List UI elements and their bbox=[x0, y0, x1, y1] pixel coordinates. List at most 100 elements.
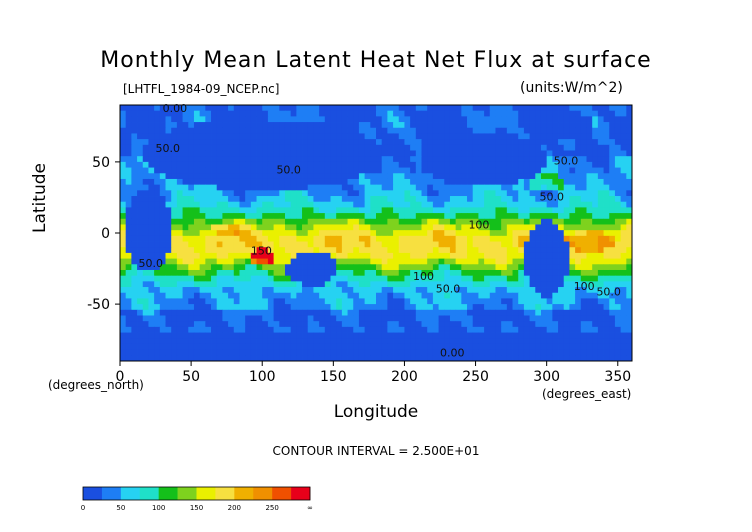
flux-cell bbox=[575, 332, 582, 339]
flux-cell bbox=[478, 321, 485, 328]
flux-cell bbox=[620, 343, 627, 351]
flux-cell bbox=[154, 173, 161, 180]
flux-cell bbox=[523, 269, 530, 277]
flux-cell bbox=[563, 116, 570, 123]
flux-cell bbox=[267, 196, 274, 203]
flux-cell bbox=[484, 224, 491, 231]
flux-cell bbox=[182, 332, 189, 339]
flux-cell bbox=[233, 264, 240, 271]
flux-cell bbox=[398, 338, 405, 345]
flux-cell bbox=[330, 139, 337, 146]
flux-cell bbox=[472, 309, 479, 316]
flux-cell bbox=[319, 349, 326, 356]
flux-cell bbox=[296, 252, 303, 259]
flux-cell bbox=[438, 110, 445, 117]
flux-cell bbox=[444, 355, 451, 361]
flux-cell bbox=[575, 269, 582, 277]
flux-cell bbox=[563, 110, 570, 117]
flux-cell bbox=[199, 258, 206, 265]
flux-cell bbox=[302, 338, 309, 345]
flux-cell bbox=[222, 269, 229, 277]
flux-cell bbox=[188, 122, 195, 129]
flux-cell bbox=[279, 213, 286, 220]
flux-cell bbox=[154, 213, 161, 220]
flux-cell bbox=[171, 161, 178, 168]
flux-cell bbox=[330, 258, 337, 265]
flux-cell bbox=[228, 355, 235, 361]
flux-cell bbox=[142, 167, 149, 174]
flux-cell bbox=[199, 184, 206, 191]
flux-cell bbox=[614, 173, 622, 180]
flux-cell bbox=[398, 213, 405, 220]
flux-cell bbox=[370, 315, 377, 322]
flux-cell bbox=[523, 184, 530, 191]
flux-cell bbox=[586, 349, 593, 356]
flux-cell bbox=[341, 252, 348, 259]
flux-cell bbox=[421, 139, 428, 146]
flux-cell bbox=[552, 338, 559, 345]
flux-cell bbox=[597, 161, 604, 168]
flux-cell bbox=[444, 252, 451, 259]
flux-cell bbox=[205, 275, 212, 282]
flux-cell bbox=[552, 332, 559, 339]
flux-cell bbox=[381, 349, 388, 356]
flux-cell bbox=[262, 139, 269, 146]
flux-cell bbox=[165, 127, 172, 134]
flux-cell bbox=[131, 122, 138, 129]
flux-cell bbox=[358, 252, 366, 259]
flux-cell bbox=[432, 116, 439, 123]
flux-cell bbox=[427, 338, 434, 345]
flux-cell bbox=[586, 218, 593, 225]
flux-cell bbox=[626, 258, 632, 265]
flux-cell bbox=[518, 258, 525, 265]
contour-label: 150 bbox=[251, 244, 272, 257]
flux-cell bbox=[376, 304, 383, 311]
flux-cell bbox=[523, 144, 530, 151]
flux-cell bbox=[376, 139, 383, 146]
flux-cell bbox=[171, 343, 178, 351]
flux-cell bbox=[404, 144, 411, 151]
flux-cell bbox=[347, 196, 354, 203]
flux-cell bbox=[449, 343, 457, 351]
flux-cell bbox=[154, 110, 161, 117]
flux-cell bbox=[535, 252, 542, 259]
flux-cell bbox=[341, 343, 348, 351]
flux-cell bbox=[131, 184, 138, 191]
flux-cell bbox=[137, 116, 144, 123]
flux-cell bbox=[307, 161, 314, 168]
flux-cell bbox=[245, 184, 252, 191]
flux-cell bbox=[393, 213, 400, 220]
flux-cell bbox=[484, 184, 491, 191]
flux-cell bbox=[597, 309, 604, 316]
flux-cell bbox=[296, 133, 303, 140]
flux-cell bbox=[211, 122, 218, 129]
flux-cell bbox=[137, 258, 144, 265]
flux-cell bbox=[535, 105, 542, 112]
flux-cell bbox=[256, 292, 263, 299]
flux-cell bbox=[398, 184, 405, 191]
flux-cell bbox=[495, 110, 502, 117]
flux-cell bbox=[478, 230, 485, 237]
flux-cell bbox=[410, 110, 417, 117]
flux-cell bbox=[176, 298, 183, 305]
flux-cell bbox=[552, 213, 559, 220]
flux-cell bbox=[199, 207, 206, 214]
flux-cell bbox=[523, 161, 530, 168]
flux-cell bbox=[563, 184, 570, 191]
flux-cell bbox=[296, 332, 303, 339]
flux-cell bbox=[131, 275, 138, 282]
flux-cell bbox=[302, 269, 309, 277]
flux-cell bbox=[358, 105, 366, 112]
flux-cell bbox=[592, 235, 599, 242]
flux-cell bbox=[512, 230, 519, 237]
flux-cell bbox=[472, 207, 479, 214]
flux-cell bbox=[233, 298, 240, 305]
flux-cell bbox=[296, 190, 303, 197]
flux-cell bbox=[586, 252, 593, 259]
flux-cell bbox=[478, 292, 485, 299]
flux-cell bbox=[535, 264, 542, 271]
flux-cell bbox=[324, 224, 331, 231]
flux-cell bbox=[341, 156, 348, 163]
flux-cell bbox=[404, 315, 411, 322]
flux-cell bbox=[205, 127, 212, 134]
